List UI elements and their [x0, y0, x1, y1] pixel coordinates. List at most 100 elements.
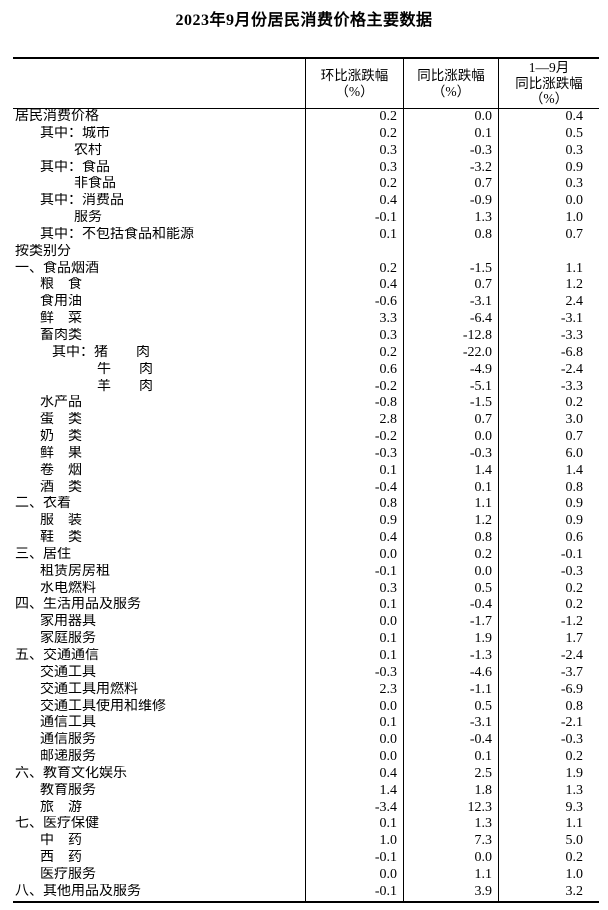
row-label: 非食品	[74, 176, 116, 192]
mom-value	[305, 243, 403, 261]
table-row: 蛋 类 2.8 0.7 3.0	[13, 412, 599, 430]
ytd-value: 0.2	[498, 395, 599, 413]
yoy-value: -1.3	[403, 648, 498, 665]
table-row: 医疗服务 0.0 1.1 1.0	[13, 866, 599, 884]
table-row: 西 药 -0.1 0.0 0.2	[13, 850, 599, 867]
mom-value: -0.1	[305, 563, 403, 581]
yoy-value: 0.0	[403, 850, 498, 867]
mom-value: 0.4	[305, 765, 403, 783]
mom-value: 0.0	[305, 698, 403, 716]
ytd-value: 0.6	[498, 530, 599, 547]
mom-value: -0.3	[305, 664, 403, 682]
mom-value: -0.1	[305, 210, 403, 227]
yoy-value: 0.7	[403, 412, 498, 430]
yoy-value: -4.9	[403, 361, 498, 379]
mom-value: 2.8	[305, 412, 403, 430]
mom-value: 0.0	[305, 614, 403, 632]
row-label: 其中：食品	[40, 159, 110, 175]
table-row: 交通工具用燃料 2.3 -1.1 -6.9	[13, 681, 599, 699]
row-label: 奶 类	[40, 429, 82, 445]
yoy-value: -5.1	[403, 378, 498, 396]
yoy-value: -6.4	[403, 311, 498, 328]
mom-value: 0.0	[305, 749, 403, 766]
table-row: 其中：猪 肉 0.2 -22.0 -6.8	[13, 344, 599, 362]
yoy-value: -12.8	[403, 327, 498, 345]
mom-value: -0.2	[305, 378, 403, 396]
row-label: 羊 肉	[97, 378, 153, 394]
row-label: 三、居住	[15, 546, 71, 562]
table-row: 交通工具 -0.3 -4.6 -3.7	[13, 664, 599, 682]
row-label: 鲜 果	[40, 445, 82, 461]
mom-value: -0.1	[305, 883, 403, 901]
ytd-value: -1.2	[498, 614, 599, 632]
mom-value: -0.3	[305, 445, 403, 463]
row-label: 酒 类	[40, 479, 82, 495]
col-header-mom: 环比涨跌幅 （%）	[305, 59, 403, 108]
row-label: 旅 游	[40, 799, 82, 815]
yoy-value: 0.2	[403, 546, 498, 564]
yoy-value: -4.6	[403, 664, 498, 682]
table-row: 四、生活用品及服务 0.1 -0.4 0.2	[13, 597, 599, 615]
row-label: 牛 肉	[97, 361, 153, 377]
col-header-yoy: 同比涨跌幅 （%）	[403, 59, 498, 108]
mom-value: 0.2	[305, 260, 403, 278]
table-body: 居民消费价格 0.2 0.0 0.4 其中：城市 0.2 0.1 0.5 农村 …	[13, 109, 599, 901]
yoy-value: -1.1	[403, 681, 498, 699]
mom-value: 0.4	[305, 530, 403, 547]
yoy-value: 7.3	[403, 833, 498, 851]
yoy-value: 3.9	[403, 883, 498, 901]
row-label: 交通工具使用和维修	[40, 698, 166, 714]
yoy-value: 0.8	[403, 226, 498, 244]
row-label: 水产品	[40, 395, 82, 411]
mom-value: 0.6	[305, 361, 403, 379]
ytd-value: 2.4	[498, 294, 599, 312]
row-label: 五、交通通信	[15, 648, 99, 663]
table-row: 一、食品烟酒 0.2 -1.5 1.1	[13, 260, 599, 278]
mom-value: 0.0	[305, 732, 403, 750]
yoy-value: 1.1	[403, 866, 498, 884]
yoy-value: 0.1	[403, 749, 498, 766]
table-row: 五、交通通信 0.1 -1.3 -2.4	[13, 648, 599, 665]
row-label: 租赁房房租	[40, 563, 110, 579]
table-row: 服务 -0.1 1.3 1.0	[13, 210, 599, 227]
ytd-value: 1.0	[498, 866, 599, 884]
ytd-value: -0.3	[498, 732, 599, 750]
col-header-ytd: 1—9月 同比涨跌幅 （%）	[498, 59, 599, 108]
ytd-value: 0.2	[498, 580, 599, 598]
yoy-value: -3.2	[403, 159, 498, 177]
mom-value: 0.3	[305, 142, 403, 160]
row-label: 中 药	[40, 833, 82, 849]
yoy-value: -1.5	[403, 260, 498, 278]
table-row: 水产品 -0.8 -1.5 0.2	[13, 395, 599, 413]
mom-value: 1.0	[305, 833, 403, 851]
row-label: 粮 食	[40, 277, 82, 293]
yoy-value: 2.5	[403, 765, 498, 783]
ytd-value: 0.2	[498, 850, 599, 867]
mom-value: 0.2	[305, 344, 403, 362]
mom-value: -0.2	[305, 429, 403, 446]
ytd-value: -6.8	[498, 344, 599, 362]
ytd-value: 1.2	[498, 277, 599, 295]
ytd-value: 0.5	[498, 125, 599, 143]
table-header: 环比涨跌幅 （%） 同比涨跌幅 （%） 1—9月 同比涨跌幅 （%）	[13, 59, 599, 109]
mom-value: 0.2	[305, 109, 403, 126]
ytd-value: -3.3	[498, 378, 599, 396]
yoy-value: -0.3	[403, 142, 498, 160]
table-row: 羊 肉 -0.2 -5.1 -3.3	[13, 378, 599, 396]
yoy-value: 0.0	[403, 109, 498, 126]
table-row: 卷 烟 0.1 1.4 1.4	[13, 462, 599, 480]
table-row: 居民消费价格 0.2 0.0 0.4	[13, 109, 599, 126]
yoy-value: 1.3	[403, 816, 498, 834]
table-row: 牛 肉 0.6 -4.9 -2.4	[13, 361, 599, 379]
ytd-value: -3.1	[498, 311, 599, 328]
yoy-value: -0.9	[403, 193, 498, 211]
yoy-value: -3.1	[403, 294, 498, 312]
table-row: 食用油 -0.6 -3.1 2.4	[13, 294, 599, 312]
table-row: 服 装 0.9 1.2 0.9	[13, 513, 599, 531]
yoy-value	[403, 243, 498, 261]
mom-value: -0.1	[305, 850, 403, 867]
yoy-value: 0.5	[403, 580, 498, 598]
mom-value: 2.3	[305, 681, 403, 699]
row-label: 居民消费价格	[15, 109, 99, 124]
ytd-value: 0.7	[498, 429, 599, 446]
